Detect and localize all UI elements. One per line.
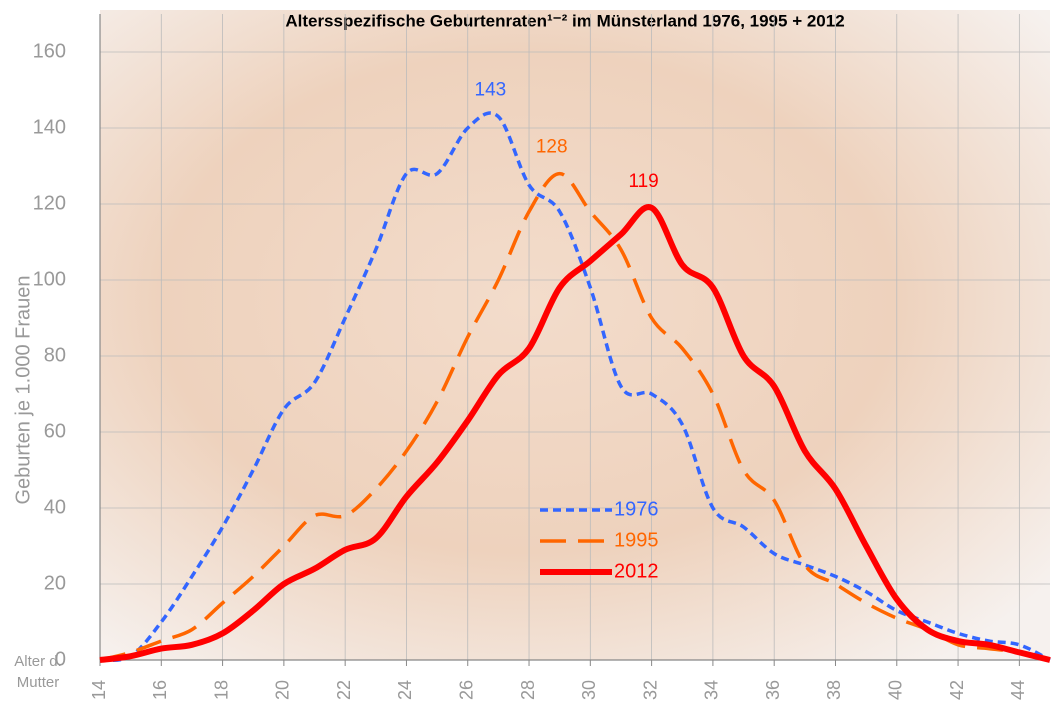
- x-tick-label: 30: [579, 680, 599, 700]
- x-tick-label: 18: [211, 680, 231, 700]
- line-series: [99, 171, 1051, 662]
- y-tick-label: 20: [44, 572, 66, 594]
- peak-label: 128: [536, 137, 568, 158]
- line-series: [99, 111, 1051, 662]
- x-axis-label: Mutter: [17, 674, 60, 691]
- x-tick-label: 22: [334, 680, 354, 700]
- y-tick-label: 140: [33, 116, 66, 138]
- x-axis-label: Alter d.: [14, 653, 62, 670]
- legend-label: 2012: [614, 560, 659, 582]
- x-tick-label: 36: [763, 680, 783, 700]
- x-tick-label: 34: [702, 680, 722, 700]
- y-tick-label: 60: [44, 420, 66, 442]
- y-axis-label: Geburten je 1.000 Frauen: [12, 275, 34, 504]
- x-tick-label: 24: [395, 680, 415, 700]
- legend-label: 1976: [614, 498, 659, 520]
- x-tick-label: 44: [1008, 680, 1028, 700]
- x-tick-label: 28: [518, 680, 538, 700]
- y-tick-label: 100: [33, 268, 66, 290]
- y-tick-label: 0: [55, 648, 66, 670]
- x-tick-label: 40: [886, 680, 906, 700]
- chart-title: Altersspezifische Geburtenraten¹⁻² im Mü…: [285, 11, 844, 30]
- x-tick-label: 16: [150, 680, 170, 700]
- plot-background: [100, 10, 1050, 660]
- x-tick-label: 26: [456, 680, 476, 700]
- x-tick-label: 42: [947, 680, 967, 700]
- x-tick-label: 14: [89, 680, 109, 700]
- legend-label: 1995: [614, 529, 659, 551]
- x-tick-label: 38: [824, 680, 844, 700]
- y-tick-label: 40: [44, 496, 66, 518]
- peak-label: 119: [628, 171, 658, 192]
- y-tick-label: 160: [33, 40, 66, 62]
- x-tick-label: 32: [640, 680, 660, 700]
- line-series: [99, 204, 1051, 663]
- y-tick-label: 80: [44, 344, 66, 366]
- y-tick-label: 120: [33, 192, 66, 214]
- peak-label: 143: [475, 80, 507, 101]
- x-tick-label: 20: [273, 680, 293, 700]
